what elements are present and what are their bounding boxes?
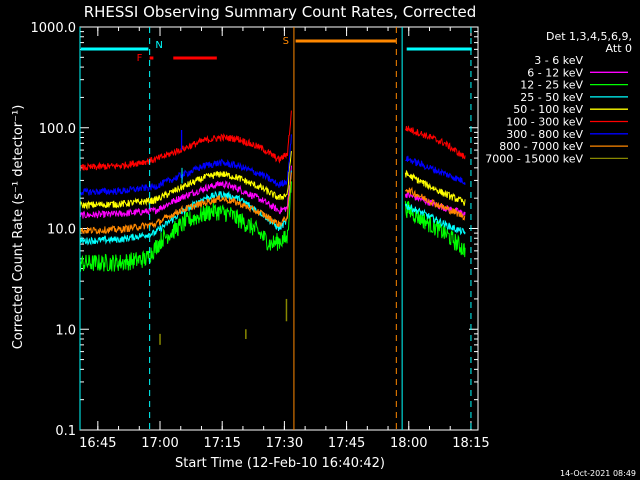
x-tick-label: 17:00: [141, 436, 178, 451]
legend-label: 7000 - 15000 keV: [485, 152, 583, 165]
legend-label: 50 - 100 keV: [513, 103, 583, 116]
series-300-800-kev-after-gap: [405, 155, 466, 185]
x-axis-label: Start Time (12-Feb-10 16:40:42): [175, 456, 385, 471]
series-100-300-kev-after-gap: [404, 125, 466, 160]
chart-title: RHESSI Observing Summary Count Rates, Co…: [84, 3, 477, 21]
legend-header-1: Det 1,3,4,5,6,9,: [546, 30, 632, 43]
series-6-12-kev-before-gap: [79, 165, 292, 219]
plot-flags: F N S: [79, 27, 472, 430]
y-tick-label: 1.0: [55, 323, 76, 338]
series-25-50-kev-after-gap: [404, 203, 466, 236]
legend-label: 100 - 300 keV: [506, 116, 583, 129]
legend-label: 3 - 6 keV: [534, 54, 583, 67]
flag-s-label: S: [283, 36, 289, 47]
flag-f-label: F: [137, 53, 143, 64]
y-tick-label: 100.0: [39, 122, 76, 137]
y-tick-label: 10.0: [47, 223, 76, 238]
x-tick-label: 17:45: [328, 436, 365, 451]
series-12-25-kev-before-gap: [79, 181, 292, 272]
x-tick-label: 16:45: [79, 436, 116, 451]
x-tick-label: 18:00: [390, 436, 427, 451]
legend-label: 6 - 12 keV: [527, 66, 583, 79]
y-axis-label: Corrected Count Rate (s⁻¹ detector⁻¹): [11, 105, 26, 350]
x-tick-label: 17:15: [203, 436, 240, 451]
series-800-7000-kev-before-gap: [79, 172, 292, 235]
footer-date: 14-Oct-2021 08:49: [560, 469, 636, 478]
series-800-7000-kev-after-gap: [404, 186, 466, 221]
series-50-100-kev-after-gap: [404, 169, 466, 206]
legend-label: 800 - 7000 keV: [499, 140, 583, 153]
series-12-25-kev-after-gap: [404, 201, 466, 258]
legend-label: 300 - 800 keV: [506, 128, 583, 141]
x-tick-label: 17:30: [266, 436, 303, 451]
flag-n-label: N: [155, 40, 162, 51]
legend-label: 12 - 25 keV: [520, 79, 583, 92]
y-tick-label: 0.1: [55, 424, 76, 439]
legend-label: 25 - 50 keV: [520, 91, 583, 104]
legend-header-2: Att 0: [606, 42, 632, 55]
y-tick-label: 1000.0: [31, 21, 77, 36]
series-300-800-kev-before-gap: [79, 134, 292, 196]
series-50-100-kev-before-gap: [79, 151, 292, 211]
series-100-300-kev-before-gap: [79, 110, 292, 172]
plot-series: [79, 110, 466, 345]
x-tick-label: 18:15: [452, 436, 489, 451]
